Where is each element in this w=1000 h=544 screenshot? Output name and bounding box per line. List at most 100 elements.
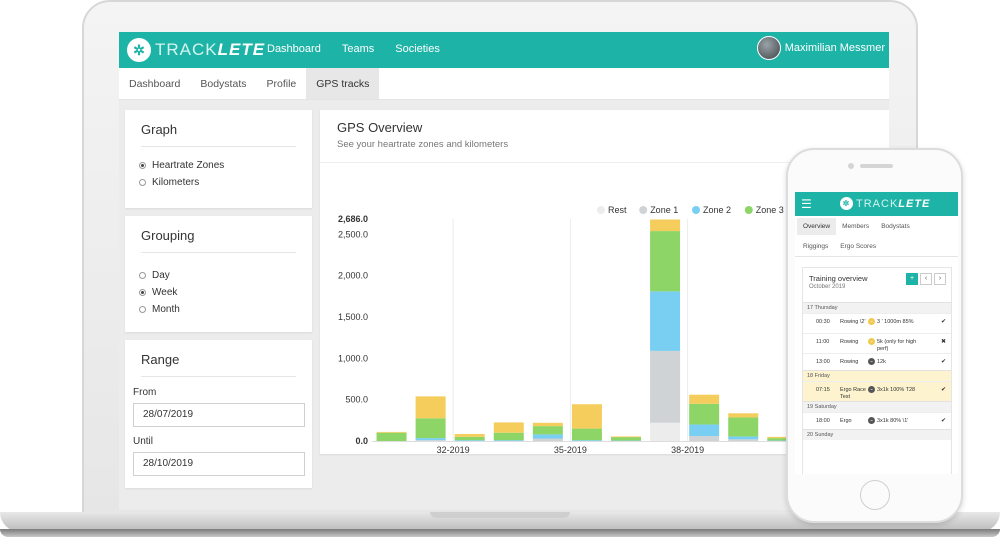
- radio-day[interactable]: Day: [125, 267, 312, 284]
- main-nav: Dashboard Teams Societies: [267, 43, 440, 55]
- previous-month-button[interactable]: ‹: [920, 273, 932, 285]
- legend-label: Zone 2: [703, 205, 731, 215]
- from-date-input[interactable]: 28/07/2019: [133, 403, 305, 427]
- bar-segment: [571, 440, 602, 441]
- training-overview-controls: + ‹ ›: [906, 273, 946, 285]
- radio-month[interactable]: Month: [125, 301, 312, 318]
- bar-segment: [689, 424, 720, 437]
- bar-segment: [493, 440, 524, 441]
- training-entry[interactable]: 13:00 Rowing ~12k ✔: [803, 353, 951, 370]
- radio-selected-icon: [139, 162, 146, 169]
- tab-bodystats[interactable]: Bodystats: [200, 78, 247, 90]
- training-name: Rowing \2': [840, 319, 866, 325]
- training-entry[interactable]: 11:00 Rowing ~5k (only for high perf) ✖: [803, 333, 951, 353]
- add-training-button[interactable]: +: [906, 273, 918, 285]
- divider: [141, 252, 296, 253]
- legend-label: Zone 3: [756, 205, 784, 215]
- radio-label: Heartrate Zones: [152, 160, 225, 171]
- done-check-icon[interactable]: ✔: [940, 418, 946, 424]
- radio-unselected-icon: [139, 272, 146, 279]
- phone-tab-overview[interactable]: Overview: [797, 218, 837, 235]
- bar-segment: [611, 436, 641, 441]
- done-check-icon[interactable]: ✔: [940, 319, 946, 325]
- phone-tab-bodystats[interactable]: Bodystats: [881, 223, 910, 230]
- day-header: 19 Saturday: [803, 401, 951, 412]
- bar-segment: [454, 436, 485, 441]
- grouping-panel-title: Grouping: [141, 228, 195, 243]
- legend-swatch: [692, 206, 700, 214]
- training-time: 18:00: [816, 418, 830, 424]
- bar-segment: [728, 413, 759, 418]
- training-name: Rowing: [840, 359, 859, 365]
- phone-tab-ergo-scores[interactable]: Ergo Scores: [840, 243, 877, 250]
- done-check-icon[interactable]: ✔: [940, 359, 946, 365]
- bar-segment: [532, 438, 563, 441]
- bar-segment: [571, 404, 602, 429]
- intensity-icon: ~: [868, 386, 875, 393]
- training-entry[interactable]: 18:00 Ergo ~3x1k 80% \1' ✔: [803, 412, 951, 429]
- legend-label: Rest: [608, 205, 627, 215]
- bar-segment: [376, 432, 407, 441]
- radio-unselected-icon: [139, 179, 146, 186]
- training-time: 00:30: [816, 319, 830, 325]
- tree-logo-icon: ✲: [127, 38, 151, 62]
- bar-segment: [454, 440, 485, 441]
- radio-label: Day: [152, 270, 170, 281]
- training-time: 07:15: [816, 387, 830, 393]
- bar-segment: [571, 428, 602, 441]
- grouping-panel: Grouping Day Week Month: [125, 216, 312, 332]
- training-entry[interactable]: 00:30 Rowing \2' ~3 ' 1000m 85% ✔: [803, 313, 951, 333]
- y-max-label: 2,686.0: [338, 214, 368, 224]
- divider: [320, 162, 889, 163]
- radio-kilometers[interactable]: Kilometers: [125, 174, 312, 191]
- until-label: Until: [133, 436, 154, 447]
- nav-link-teams[interactable]: Teams: [341, 43, 375, 55]
- training-description: 3x1k 80% \1': [877, 418, 909, 424]
- laptop-notch: [430, 512, 570, 518]
- training-description: 5k (only for high perf): [877, 339, 917, 352]
- done-check-icon[interactable]: ✔: [940, 387, 946, 393]
- training-entry[interactable]: 07:15 Ergo Race Test ~3x1k 100% T28 ✔: [803, 381, 951, 401]
- radio-selected-icon: [139, 289, 146, 296]
- hamburger-menu-icon[interactable]: ☰: [801, 197, 812, 211]
- phone-speaker: [860, 164, 893, 168]
- radio-heartrate-zones[interactable]: Heartrate Zones: [125, 157, 312, 174]
- phone-tab-riggings[interactable]: Riggings: [803, 243, 829, 250]
- phone-tab-members[interactable]: Members: [842, 223, 870, 230]
- bar-segment: [689, 394, 720, 404]
- bar-segment: [415, 396, 446, 419]
- until-date-input[interactable]: 28/10/2019: [133, 452, 305, 476]
- bar-segment: [376, 431, 407, 433]
- laptop-base: [0, 512, 1000, 532]
- bar-segment: [650, 422, 681, 441]
- brand-logo[interactable]: ✲ TRACKLETE: [127, 38, 265, 62]
- user-menu[interactable]: Maximilian Messmer: [756, 36, 885, 60]
- tab-profile[interactable]: Profile: [266, 78, 297, 90]
- training-time: 13:00: [816, 359, 830, 365]
- x-tick-label: 32-2019: [437, 445, 470, 454]
- training-description: 3 ' 1000m 85%: [877, 319, 914, 325]
- bar-segment: [650, 291, 681, 351]
- tab-dashboard[interactable]: Dashboard: [129, 78, 181, 90]
- intensity-icon: ~: [868, 417, 875, 424]
- nav-link-dashboard[interactable]: Dashboard: [267, 43, 321, 55]
- bar-segment: [650, 350, 681, 423]
- phone-brand-logo[interactable]: ✲ TRACKLETE: [840, 197, 930, 210]
- nav-link-societies[interactable]: Societies: [395, 43, 440, 55]
- phone-brand-name: TRACKLETE: [856, 197, 931, 210]
- y-tick-label: 1,000.0: [338, 353, 368, 363]
- bar-segment: [728, 436, 759, 440]
- cancelled-icon[interactable]: ✖: [940, 339, 946, 345]
- training-overview-card: Training overview October 2019 + ‹ › 17 …: [802, 267, 952, 474]
- phone-screen: ☰ ✲ TRACKLETE Overview Members Bodystats…: [795, 192, 958, 474]
- radio-week[interactable]: Week: [125, 284, 312, 301]
- tab-gps-tracks[interactable]: GPS tracks: [306, 68, 380, 99]
- from-label: From: [133, 387, 157, 398]
- intensity-icon: ~: [868, 358, 875, 365]
- y-tick-label: 500.0: [345, 395, 368, 405]
- next-month-button[interactable]: ›: [934, 273, 946, 285]
- sub-navbar: Dashboard Bodystats Profile GPS tracks: [119, 68, 889, 100]
- card-title: GPS Overview: [337, 120, 423, 135]
- bar-segment: [767, 440, 798, 442]
